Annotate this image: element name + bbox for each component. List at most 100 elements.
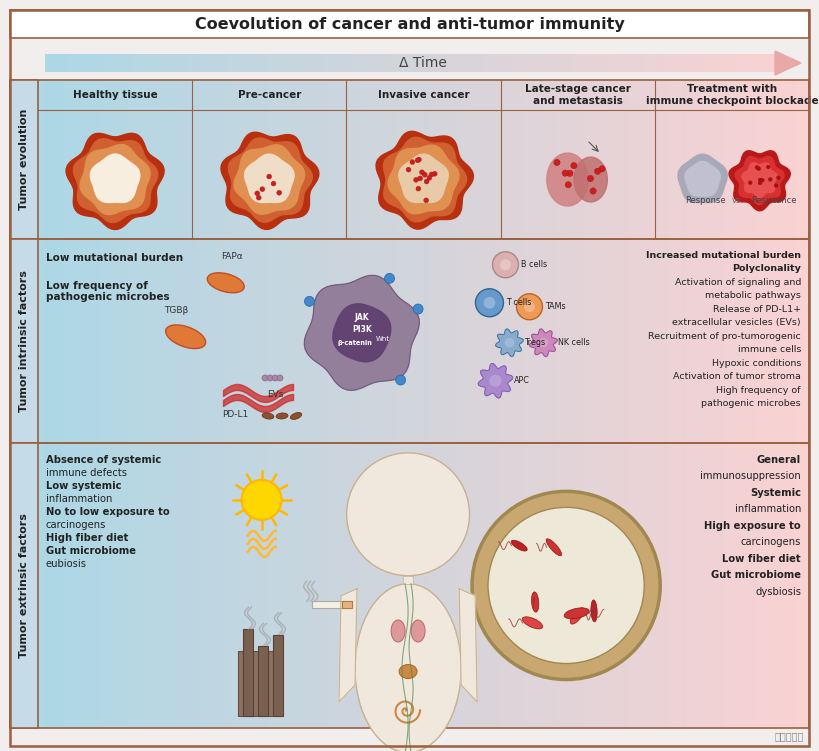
FancyBboxPatch shape <box>753 54 758 72</box>
FancyBboxPatch shape <box>121 443 129 728</box>
FancyBboxPatch shape <box>717 54 721 72</box>
FancyBboxPatch shape <box>281 54 285 72</box>
FancyBboxPatch shape <box>160 239 167 443</box>
FancyBboxPatch shape <box>192 54 197 72</box>
FancyBboxPatch shape <box>189 54 193 72</box>
FancyBboxPatch shape <box>327 80 334 239</box>
FancyBboxPatch shape <box>109 443 115 728</box>
Text: pathogenic microbes: pathogenic microbes <box>701 400 801 409</box>
FancyBboxPatch shape <box>154 239 161 443</box>
FancyBboxPatch shape <box>414 54 418 72</box>
Text: immune cells: immune cells <box>738 345 801 354</box>
FancyBboxPatch shape <box>532 54 536 72</box>
FancyBboxPatch shape <box>565 54 569 72</box>
FancyBboxPatch shape <box>629 239 636 443</box>
FancyBboxPatch shape <box>475 443 482 728</box>
FancyBboxPatch shape <box>777 239 784 443</box>
FancyBboxPatch shape <box>583 54 588 72</box>
FancyBboxPatch shape <box>649 80 655 239</box>
FancyBboxPatch shape <box>385 239 391 443</box>
FancyBboxPatch shape <box>238 443 244 728</box>
FancyBboxPatch shape <box>115 54 120 72</box>
FancyBboxPatch shape <box>658 54 662 72</box>
Text: Coevolution of cancer and anti-tumor immunity: Coevolution of cancer and anti-tumor imm… <box>195 17 624 32</box>
FancyBboxPatch shape <box>296 54 300 72</box>
FancyBboxPatch shape <box>661 239 668 443</box>
FancyBboxPatch shape <box>83 80 90 239</box>
FancyBboxPatch shape <box>455 54 459 72</box>
Polygon shape <box>459 589 477 702</box>
Circle shape <box>429 172 434 176</box>
FancyBboxPatch shape <box>568 54 573 72</box>
Circle shape <box>396 375 405 385</box>
FancyBboxPatch shape <box>694 443 700 728</box>
FancyBboxPatch shape <box>417 80 424 239</box>
FancyBboxPatch shape <box>115 239 122 443</box>
FancyBboxPatch shape <box>539 80 546 239</box>
Text: TAMs: TAMs <box>545 302 566 311</box>
FancyBboxPatch shape <box>713 239 720 443</box>
FancyBboxPatch shape <box>121 239 129 443</box>
FancyBboxPatch shape <box>417 443 424 728</box>
FancyBboxPatch shape <box>250 443 257 728</box>
FancyBboxPatch shape <box>532 239 540 443</box>
FancyBboxPatch shape <box>559 443 565 728</box>
FancyBboxPatch shape <box>333 443 341 728</box>
FancyBboxPatch shape <box>83 443 90 728</box>
FancyBboxPatch shape <box>527 80 533 239</box>
FancyBboxPatch shape <box>308 80 314 239</box>
FancyBboxPatch shape <box>388 54 392 72</box>
FancyBboxPatch shape <box>437 80 443 239</box>
Polygon shape <box>305 276 419 391</box>
FancyBboxPatch shape <box>215 54 219 72</box>
Text: PI3K: PI3K <box>352 325 372 334</box>
Text: carcinogens: carcinogens <box>740 538 801 547</box>
FancyBboxPatch shape <box>713 443 720 728</box>
FancyBboxPatch shape <box>406 54 410 72</box>
FancyBboxPatch shape <box>128 239 135 443</box>
Circle shape <box>423 198 428 203</box>
FancyBboxPatch shape <box>462 239 469 443</box>
FancyBboxPatch shape <box>274 54 278 72</box>
FancyBboxPatch shape <box>269 80 276 239</box>
Circle shape <box>562 170 568 176</box>
FancyBboxPatch shape <box>57 80 64 239</box>
FancyBboxPatch shape <box>545 80 553 239</box>
Circle shape <box>567 170 573 176</box>
FancyBboxPatch shape <box>173 80 180 239</box>
Polygon shape <box>74 139 158 222</box>
FancyBboxPatch shape <box>211 443 219 728</box>
FancyBboxPatch shape <box>654 54 658 72</box>
Text: Absence of systemic: Absence of systemic <box>46 455 161 465</box>
FancyBboxPatch shape <box>218 80 225 239</box>
FancyBboxPatch shape <box>726 239 732 443</box>
FancyBboxPatch shape <box>44 239 52 443</box>
FancyBboxPatch shape <box>283 239 289 443</box>
Polygon shape <box>90 154 140 203</box>
FancyBboxPatch shape <box>243 443 251 728</box>
FancyBboxPatch shape <box>771 80 777 239</box>
FancyBboxPatch shape <box>507 80 514 239</box>
FancyBboxPatch shape <box>288 239 296 443</box>
FancyBboxPatch shape <box>532 80 540 239</box>
FancyBboxPatch shape <box>517 54 521 72</box>
FancyBboxPatch shape <box>179 239 186 443</box>
FancyBboxPatch shape <box>51 80 58 239</box>
FancyBboxPatch shape <box>308 239 314 443</box>
Ellipse shape <box>391 620 405 642</box>
FancyBboxPatch shape <box>500 443 508 728</box>
Circle shape <box>346 453 469 576</box>
Ellipse shape <box>546 538 562 556</box>
Circle shape <box>385 273 395 283</box>
FancyBboxPatch shape <box>108 54 112 72</box>
FancyBboxPatch shape <box>796 239 803 443</box>
FancyBboxPatch shape <box>695 54 699 72</box>
FancyBboxPatch shape <box>403 576 413 584</box>
FancyBboxPatch shape <box>224 239 231 443</box>
FancyBboxPatch shape <box>680 54 684 72</box>
FancyBboxPatch shape <box>494 80 501 239</box>
FancyBboxPatch shape <box>186 239 192 443</box>
FancyBboxPatch shape <box>295 443 302 728</box>
FancyBboxPatch shape <box>672 54 676 72</box>
FancyBboxPatch shape <box>749 54 753 72</box>
